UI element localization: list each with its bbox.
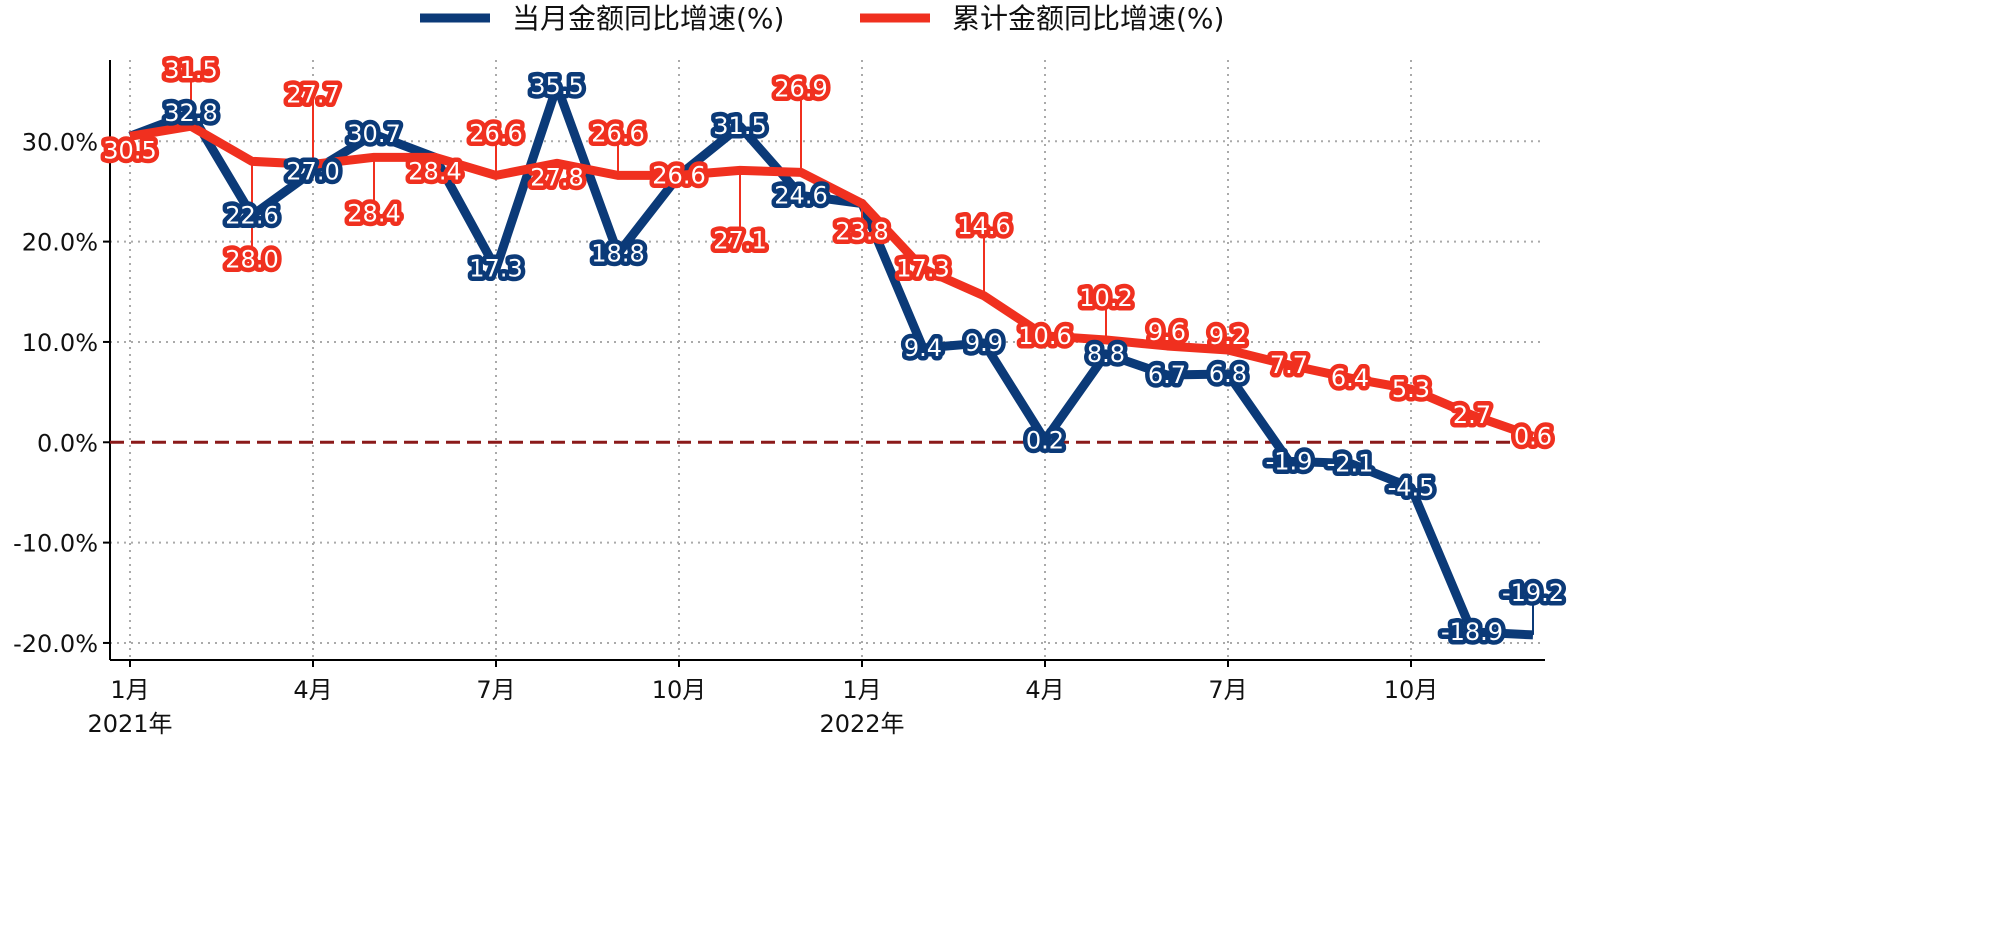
cumulative-data-label: 26.6 [652, 161, 705, 189]
monthly-data-label: 31.5 [713, 112, 766, 140]
cumulative-data-label: 26.6 [591, 119, 644, 147]
cumulative-data-label: 28.4 [408, 157, 461, 185]
cumulative-data-label: 14.6 [957, 212, 1010, 240]
data-labels: 32.8 22.6 27.0 30.7 17.3 35.5 18.8 31.5 24.6 9.4 9… [99, 52, 1569, 651]
cumulative-data-label: 27.8 [530, 163, 583, 191]
y-tick-label: 20.0% [22, 229, 98, 257]
cumulative-data-label: 0.6 [1514, 422, 1552, 450]
monthly-data-label: 30.7 [347, 120, 400, 148]
cumulative-data-label: 26.9 [774, 74, 827, 102]
monthly-data-label: 0.2 [1026, 426, 1064, 454]
monthly-data-label: 9.9 [965, 329, 1003, 357]
monthly-data-label: -1.9 [1266, 447, 1313, 475]
cumulative-data-label: 6.4 [1331, 364, 1369, 392]
cumulative-data-label: 27.1 [713, 226, 766, 254]
y-tick-label: 10.0% [22, 329, 98, 357]
monthly-data-label: 17.3 [469, 255, 522, 283]
x-tick-label: 1月 [110, 676, 149, 704]
cumulative-data-label: 5.3 [1392, 375, 1430, 403]
x-tick-year-label: 2022年 [819, 710, 904, 738]
monthly-data-label: -18.9 [1441, 618, 1503, 646]
x-tick-label: 1月 [842, 676, 881, 704]
monthly-data-label: 8.8 [1087, 340, 1125, 368]
monthly-data-label: 18.8 [591, 240, 644, 268]
cumulative-data-label: 23.8 [835, 217, 888, 245]
cumulative-data-label: 27.7 [286, 80, 339, 108]
x-tick-label: 10月 [652, 676, 707, 704]
monthly-data-label: 27.0 [286, 157, 339, 185]
cumulative-data-label: 31.5 [164, 56, 217, 84]
cumulative-data-label: 2.7 [1453, 401, 1491, 429]
cumulative-data-label: 17.3 [896, 255, 949, 283]
monthly-data-label: -19.2 [1502, 579, 1564, 607]
cumulative-data-label: 30.5 [103, 136, 156, 164]
x-tick-label: 4月 [293, 676, 332, 704]
y-tick-label: -20.0% [13, 630, 98, 658]
legend-label: 累计金额同比增速(%) [952, 2, 1224, 35]
cumulative-growth-line [129, 121, 1535, 441]
y-tick-label: -10.0% [13, 530, 98, 558]
x-tick-label: 4月 [1025, 676, 1064, 704]
monthly-data-label: 24.6 [774, 181, 827, 209]
cumulative-data-label: 10.6 [1018, 322, 1071, 350]
x-tick-label: 7月 [476, 676, 515, 704]
legend-label: 当月金额同比增速(%) [512, 2, 784, 35]
monthly-data-label: 32.8 [164, 99, 217, 127]
monthly-data-label: 35.5 [530, 72, 583, 100]
x-tick-label: 10月 [1384, 676, 1439, 704]
x-tick-year-label: 2021年 [87, 710, 172, 738]
monthly-data-label: 6.7 [1148, 361, 1186, 389]
y-tick-label: 0.0% [37, 429, 98, 457]
cumulative-data-label: 9.2 [1209, 322, 1247, 350]
label-leaders [190, 70, 1534, 635]
cumulative-data-label: 28.0 [225, 245, 278, 273]
cumulative-data-label: 7.7 [1270, 351, 1308, 379]
cumulative-data-label: 28.4 [347, 199, 400, 227]
cumulative-data-label: 26.6 [469, 119, 522, 147]
monthly-growth-line [128, 81, 1534, 640]
monthly-data-label: 9.4 [904, 334, 942, 362]
y-tick-label: 30.0% [22, 128, 98, 156]
cumulative-data-label: 9.6 [1148, 318, 1186, 346]
monthly-data-label: 22.6 [225, 202, 278, 230]
monthly-data-label: -2.1 [1327, 449, 1374, 477]
monthly-data-label: 6.8 [1209, 360, 1247, 388]
monthly-data-label: -4.5 [1388, 473, 1435, 501]
x-tick-label: 7月 [1208, 676, 1247, 704]
cumulative-data-label: 10.2 [1079, 284, 1132, 312]
